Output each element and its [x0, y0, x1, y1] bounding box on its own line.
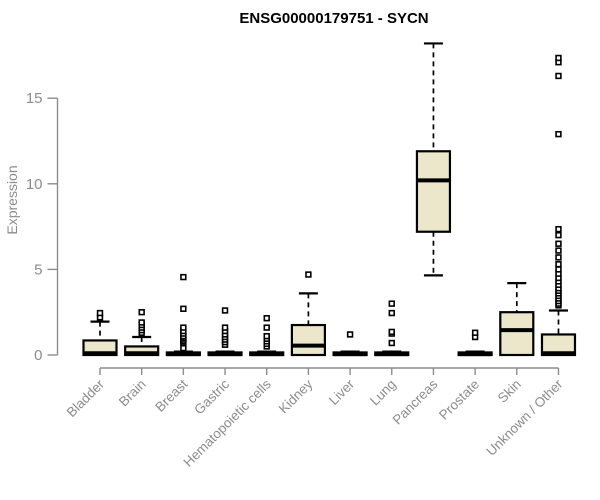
- outlier-point: [388, 300, 395, 307]
- box-breast: [165, 273, 201, 357]
- y-axis-label: Expression: [4, 165, 20, 234]
- outlier-point: [180, 305, 187, 312]
- box-lung: [374, 300, 410, 357]
- box-unknown-other: [540, 54, 577, 357]
- iqr-box: [415, 150, 452, 233]
- outlier-point: [555, 247, 562, 254]
- x-tick-label-skin: Skin: [495, 377, 524, 406]
- outlier-point: [138, 308, 145, 316]
- outlier-point: [555, 254, 562, 261]
- y-tick-label-15: 15: [26, 90, 43, 107]
- outlier-point: [555, 266, 562, 273]
- outlier-point: [305, 271, 312, 278]
- box-prostate: [457, 329, 493, 357]
- x-tick-label-bladder: Bladder: [64, 376, 108, 420]
- chart-title: ENSG00000179751 - SYCN: [239, 10, 428, 27]
- box-brain: [124, 308, 160, 357]
- outlier-point: [180, 273, 187, 281]
- outlier-point: [555, 240, 562, 247]
- x-tick-label-pancreas: Pancreas: [390, 376, 441, 427]
- outlier-point: [263, 314, 270, 322]
- y-tick-label-10: 10: [26, 176, 43, 193]
- outlier-point: [346, 331, 354, 338]
- iqr-box: [290, 323, 326, 357]
- box-pancreas: [415, 42, 452, 277]
- box-series: [82, 42, 577, 357]
- y-tick-label-0: 0: [34, 347, 42, 364]
- x-tick-label-brain: Brain: [116, 377, 149, 410]
- x-tick-label-kidney: Kidney: [276, 376, 316, 416]
- outlier-point: [180, 324, 187, 331]
- outlier-point: [221, 307, 229, 314]
- outlier-point: [555, 231, 562, 239]
- x-tick-label-lung: Lung: [367, 377, 399, 409]
- outlier-point: [221, 324, 229, 331]
- box-hematopoietic-cells: [249, 314, 285, 357]
- box-bladder: [82, 309, 118, 357]
- outlier-point: [180, 344, 187, 352]
- x-tick-label-prostate: Prostate: [436, 377, 482, 423]
- outlier-point: [555, 225, 562, 233]
- x-tick-label-breast: Breast: [152, 376, 190, 414]
- outlier-point: [96, 309, 104, 317]
- x-tick-label-gastric: Gastric: [191, 376, 232, 417]
- outlier-point: [388, 339, 395, 347]
- outlier-point: [388, 328, 395, 336]
- outlier-point: [555, 72, 562, 80]
- box-kidney: [290, 271, 326, 357]
- box-gastric: [207, 307, 243, 357]
- outlier-point: [263, 332, 270, 340]
- box-skin: [499, 281, 535, 357]
- outlier-point: [555, 130, 562, 138]
- iqr-box: [499, 311, 535, 357]
- x-tick-label-liver: Liver: [326, 376, 358, 408]
- x-tick-label-unknown-other: Unknown / Other: [483, 376, 566, 459]
- box-liver: [332, 331, 368, 357]
- outlier-point: [555, 54, 562, 62]
- outlier-point: [555, 261, 562, 268]
- outlier-point: [138, 319, 145, 326]
- outlier-point: [388, 309, 395, 317]
- y-tick-label-5: 5: [34, 261, 42, 278]
- outlier-point: [263, 324, 270, 331]
- outlier-point: [471, 329, 479, 336]
